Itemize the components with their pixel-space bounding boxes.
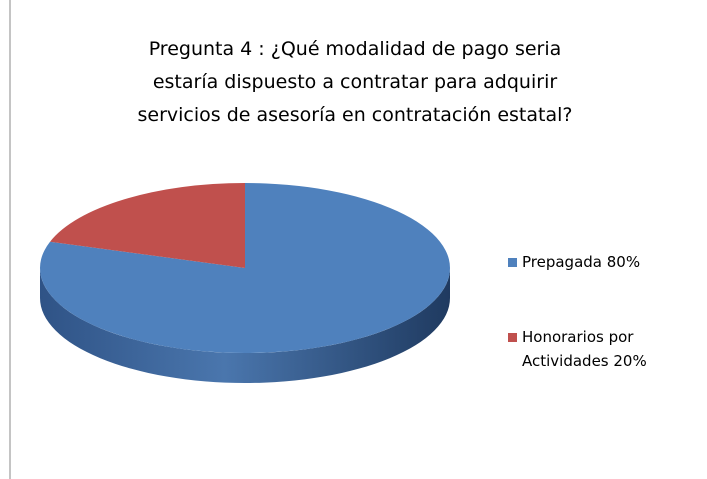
- chart-title: servicios de asesoría en contratación es…: [138, 104, 573, 126]
- legend-swatch: [508, 258, 517, 267]
- pie-slice: [50, 183, 245, 268]
- legend-item: Honorarios por Actividades 20%: [508, 325, 688, 373]
- chart-title: Pregunta 4 : ¿Qué modalidad de pago seri…: [149, 38, 562, 60]
- chart-title: estaría dispuesto a contratar para adqui…: [153, 71, 558, 93]
- pie-slice: [40, 183, 451, 353]
- legend-label: Prepagada 80%: [522, 253, 641, 271]
- pie-side: [40, 268, 450, 383]
- legend-swatch: [508, 333, 517, 342]
- legend-item: Prepagada 80%: [508, 250, 688, 274]
- legend-label: Honorarios por Actividades 20%: [522, 328, 647, 370]
